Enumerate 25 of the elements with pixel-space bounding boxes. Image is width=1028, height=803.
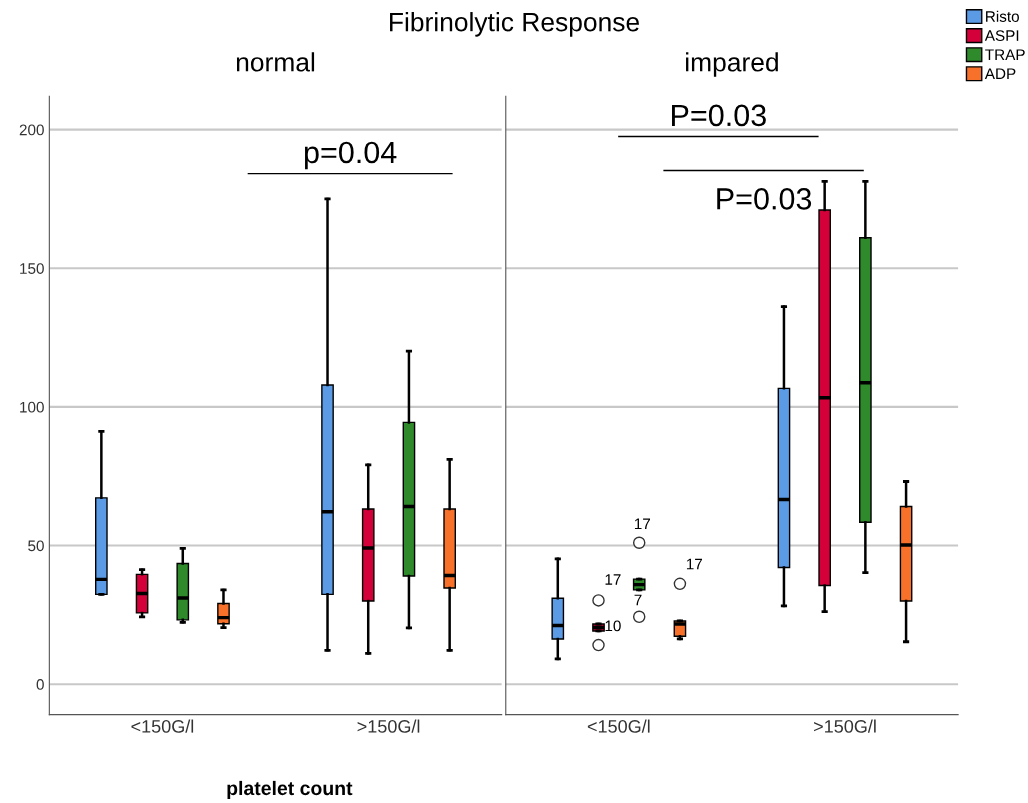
y-tick-label: 200 — [19, 124, 44, 136]
x-tick-label: <150G/l — [131, 719, 194, 733]
y-tick-label: 0 — [36, 679, 44, 690]
y-tick-label: 100 — [20, 401, 44, 413]
y-tick-label: 150 — [20, 263, 44, 274]
annotation: P=0.03 — [672, 104, 766, 127]
annotation: 7 — [634, 594, 642, 606]
legend-label: Risto — [986, 10, 1019, 22]
x-tick-label: <150G/l — [587, 719, 650, 733]
annotation: 17 — [605, 574, 621, 585]
annotation: P=0.03 — [717, 188, 812, 210]
legend-label: ASPI — [984, 30, 1019, 41]
legend-label: TRAP — [985, 49, 1025, 60]
chart-title: Fibrinolytic Response — [390, 12, 639, 37]
x-tick-label: >150G/l — [814, 719, 876, 733]
annotation: 17 — [634, 518, 651, 530]
legend-label: ADP — [984, 68, 1016, 79]
x-tick-label: >150G/l — [357, 719, 420, 733]
chart-subtitle: normal — [236, 52, 315, 72]
annotation: 10 — [605, 620, 621, 632]
chart-subtitle: impared — [686, 52, 778, 77]
annotation: p=0.04 — [304, 141, 397, 170]
y-tick-label: 50 — [28, 540, 44, 552]
annotation: 17 — [686, 558, 703, 570]
x-axis-title: platelet count — [227, 780, 353, 799]
